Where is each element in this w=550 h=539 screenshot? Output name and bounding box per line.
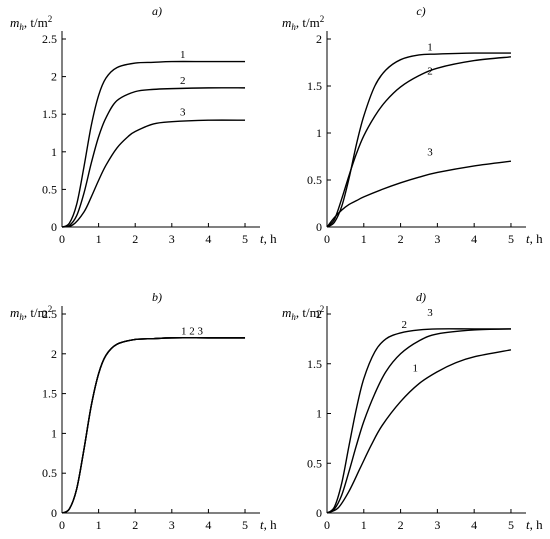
panel-1-series-1-label: 1 (180, 49, 186, 61)
panel-4-xtick-label: 1 (361, 518, 367, 532)
panel-1-ytick-label: 0 (51, 220, 57, 234)
panel-2-xtick-label: 0 (324, 232, 330, 246)
panel-3-series-1-line (61, 337, 246, 514)
panel-2-ytick-label: 0.5 (307, 173, 322, 187)
panel-3-xtick-label: 2 (132, 518, 138, 532)
panel-2-ytick-label: 1.5 (307, 79, 322, 93)
panel-4-ytick-label: 1.5 (307, 357, 322, 371)
panel-2-series-3-line (326, 160, 512, 228)
panel-2-ytick-label: 2 (316, 32, 322, 46)
panel-1-xtick-label: 0 (59, 232, 65, 246)
panel-2-ytick-label: 1 (316, 126, 322, 140)
panel-4-xlabel: t, h (526, 517, 543, 532)
panel-3-ylabel: mh, t/m2 (10, 304, 52, 322)
panel-3-ytick-label: 0.5 (42, 466, 57, 480)
panel-3-label: b) (152, 290, 162, 304)
panel-2-xtick-label: 2 (398, 232, 404, 246)
panel-4-series-1-line (326, 349, 512, 514)
panel-2-ylabel: mh, t/m2 (282, 14, 324, 32)
panel-2-xtick-label: 5 (508, 232, 514, 246)
panel-4-xtick-label: 3 (434, 518, 440, 532)
panel-1-xlabel: t, h (260, 231, 277, 246)
panel-1-ytick-label: 2.5 (42, 32, 57, 46)
panel-4-ytick-label: 0 (316, 506, 322, 520)
panel-3-curve-labels: 1 2 3 (181, 326, 204, 338)
panel-2-ytick-label: 0 (316, 220, 322, 234)
panel-4-series-2-line (326, 328, 511, 514)
panel-3-xtick-label: 4 (205, 518, 211, 532)
panel-4-xtick-label: 2 (398, 518, 404, 532)
panel-1-series-2-line (61, 87, 246, 228)
panel-1-xtick-label: 4 (205, 232, 211, 246)
panel-1-ytick-label: 1.5 (42, 107, 57, 121)
panel-1-xtick-label: 1 (96, 232, 102, 246)
panel-1-series-3-label: 3 (180, 107, 186, 119)
panel-3-xtick-label: 3 (169, 518, 175, 532)
panel-2-label: c) (416, 4, 425, 18)
panel-4-ytick-label: 1 (316, 407, 322, 421)
panel-2-series-2-label: 2 (427, 66, 433, 78)
panel-1-ytick-label: 1 (51, 145, 57, 159)
panel-2-xlabel: t, h (526, 231, 543, 246)
panel-1-series-3-line (61, 119, 246, 228)
panel-1-ytick-label: 0.5 (42, 182, 57, 196)
panel-2-xtick-label: 4 (471, 232, 477, 246)
panel-1-ytick-label: 2 (51, 70, 57, 84)
panel-4-series-2-label: 2 (402, 319, 408, 331)
panel-3-series-2-line (61, 337, 246, 514)
panel-3-series-3-line (61, 337, 246, 514)
panel-1-ylabel: mh, t/m2 (10, 14, 52, 32)
panel-4-xtick-label: 4 (471, 518, 477, 532)
panel-3-ytick-label: 1 (51, 426, 57, 440)
panel-3-xtick-label: 5 (242, 518, 248, 532)
panel-3-ytick-label: 0 (51, 506, 57, 520)
panel-4-series-1-label: 1 (413, 363, 419, 375)
panel-4-xtick-label: 5 (508, 518, 514, 532)
panel-1-label: a) (152, 4, 162, 18)
panel-3-xtick-label: 1 (96, 518, 102, 532)
panel-4-ylabel: mh, t/m2 (282, 304, 324, 322)
panel-4-series-3-line (326, 328, 511, 514)
panel-2-xtick-label: 1 (361, 232, 367, 246)
panel-3-ytick-label: 1.5 (42, 387, 57, 401)
panel-4-ytick-label: 0.5 (307, 456, 322, 470)
panel-2-series-1-label: 1 (427, 41, 433, 53)
panel-4-xtick-label: 0 (324, 518, 330, 532)
panel-1-xtick-label: 5 (242, 232, 248, 246)
panel-1-xtick-label: 3 (169, 232, 175, 246)
panel-4-ytick-label: 2 (316, 307, 322, 321)
panel-3-ytick-label: 2 (51, 347, 57, 361)
panel-1-series-1-line (61, 60, 246, 228)
panel-2-series-3-label: 3 (427, 147, 433, 159)
panel-3-xtick-label: 0 (59, 518, 65, 532)
panel-4-label: d) (416, 290, 426, 304)
panel-1-series-2-label: 2 (180, 75, 186, 87)
panel-1-xtick-label: 2 (132, 232, 138, 246)
panel-2-xtick-label: 3 (434, 232, 440, 246)
panel-2-series-2-line (326, 56, 512, 228)
panel-2-series-1-line (326, 52, 511, 228)
panel-3-xlabel: t, h (260, 517, 277, 532)
panel-3-ytick-label: 2.5 (42, 307, 57, 321)
panel-4-series-3-label: 3 (427, 307, 433, 319)
